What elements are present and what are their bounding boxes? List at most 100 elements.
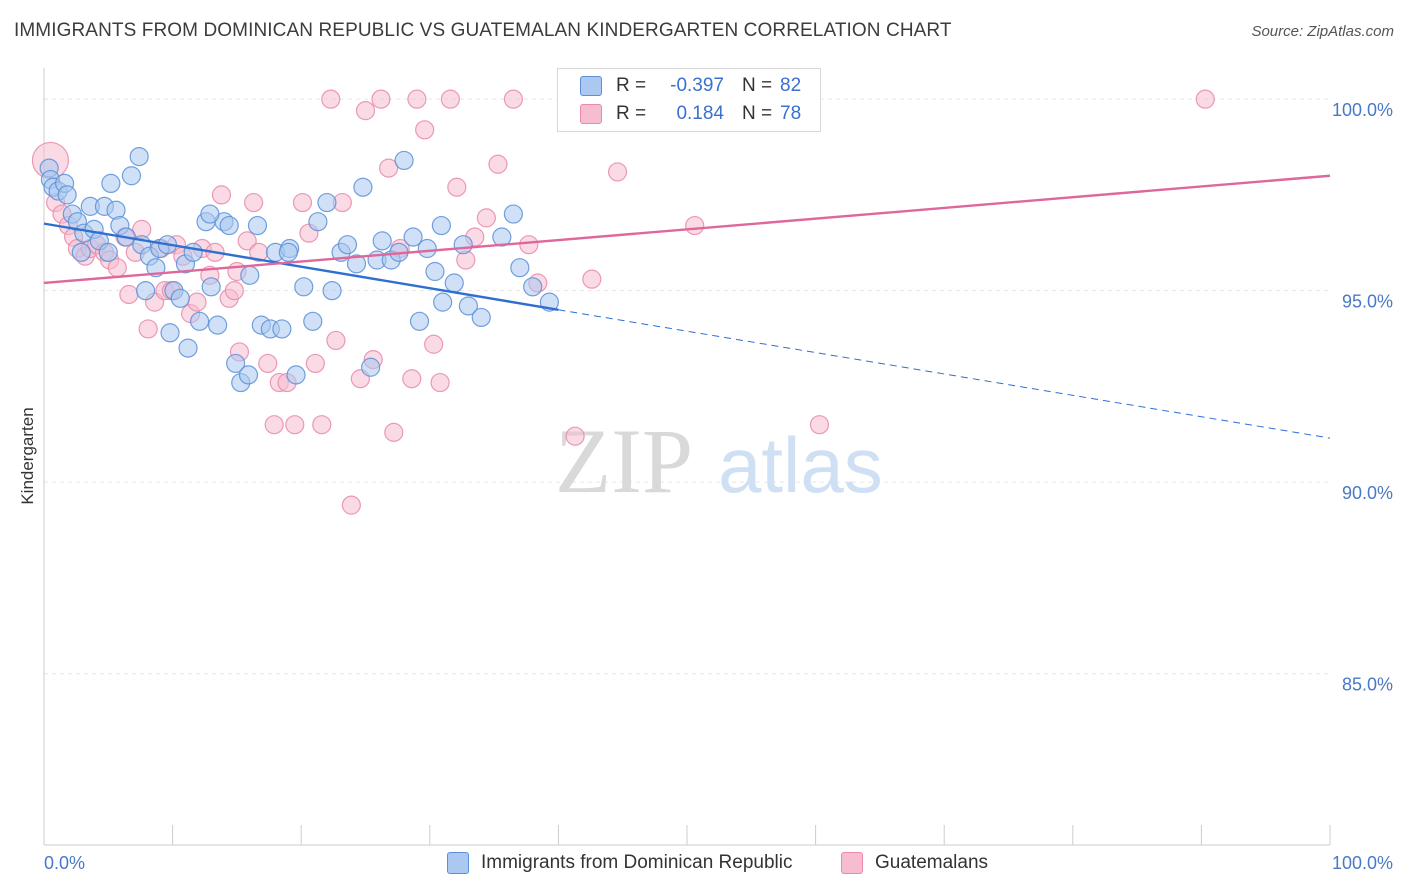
y-tick-label: 85.0%	[1342, 675, 1393, 695]
point-dominican	[121, 166, 142, 186]
correlation-legend: R = -0.397 N = 82 R = 0.184 N = 78	[557, 68, 821, 132]
legend-n-value: 78	[780, 103, 802, 124]
point-guatemalan	[119, 284, 139, 305]
series-swatch-pink	[841, 852, 863, 874]
point-dominican	[372, 231, 392, 251]
series-swatch-blue	[447, 852, 469, 874]
series-label-dominican: Immigrants from Dominican Republic	[481, 852, 793, 873]
point-dominican	[101, 173, 121, 194]
point-dominican	[510, 258, 530, 278]
point-guatemalan	[187, 292, 207, 312]
point-dominican	[492, 227, 512, 247]
point-guatemalan	[258, 353, 278, 374]
point-dominican	[337, 235, 358, 255]
point-dominican	[247, 215, 268, 236]
point-guatemalan	[407, 89, 427, 109]
point-guatemalan	[519, 235, 539, 255]
point-dominican	[346, 254, 367, 274]
point-dominican	[272, 319, 292, 339]
series-legend: Immigrants from Dominican Republic Guate…	[0, 852, 1406, 878]
point-guatemalan	[582, 269, 602, 289]
trendline-dominican-extension	[558, 309, 1331, 439]
point-dominican	[71, 242, 91, 262]
point-dominican	[286, 365, 306, 385]
point-dominican	[458, 296, 478, 316]
point-guatemalan	[312, 415, 332, 435]
point-dominican	[403, 227, 423, 247]
point-guatemalan	[384, 422, 404, 442]
point-dominican	[417, 238, 437, 259]
point-guatemalan	[371, 89, 391, 109]
point-dominican	[431, 215, 451, 236]
point-dominican	[294, 277, 314, 297]
point-guatemalan	[355, 101, 376, 121]
x-tick-label: 0.0%	[44, 853, 85, 873]
point-guatemalan	[211, 185, 232, 205]
point-guatemalan	[685, 215, 705, 236]
point-dominican	[425, 261, 445, 282]
axes	[43, 68, 1331, 846]
point-guatemalan	[565, 426, 585, 446]
series-label-guatemalan: Guatemalans	[875, 852, 989, 873]
point-dominican	[361, 357, 381, 377]
y-tick-label: 90.0%	[1342, 483, 1393, 503]
legend-n-label: N =	[742, 75, 773, 96]
point-dominican	[226, 353, 246, 374]
point-dominican	[170, 288, 190, 308]
point-dominican	[444, 273, 464, 293]
legend-n-label: N =	[742, 103, 773, 124]
point-guatemalan	[224, 281, 244, 301]
point-guatemalan	[341, 495, 361, 515]
point-guatemalan	[379, 158, 399, 178]
point-dominican	[190, 311, 210, 331]
point-dominican	[208, 315, 228, 335]
point-dominican	[322, 281, 342, 301]
series-legend-guatemalan: Guatemalans	[841, 852, 988, 874]
trendline-guatemalan	[43, 174, 1331, 285]
point-guatemalan	[476, 208, 496, 228]
y-tick-label: 100.0%	[1332, 100, 1393, 120]
point-dominican	[433, 292, 453, 312]
point-dominican	[238, 365, 259, 385]
legend-r-label: R =	[616, 75, 647, 96]
x-tick-label: 100.0%	[1332, 853, 1393, 873]
y-tick-label: 95.0%	[1342, 292, 1393, 312]
point-guatemalan	[424, 334, 444, 354]
point-guatemalan	[292, 192, 313, 213]
point-dominican	[453, 235, 473, 255]
point-guatemalan	[488, 154, 508, 174]
point-dominican	[394, 150, 414, 171]
legend-row-dominican: R = -0.397 N = 82	[580, 73, 801, 99]
point-guatemalan	[415, 120, 435, 140]
trendline-dominican	[43, 222, 559, 311]
point-guatemalan	[264, 415, 284, 435]
tick-labels: 85.0% 90.0% 95.0% 100.0% 0.0% 100.0%	[44, 100, 1393, 873]
point-guatemalan	[326, 330, 346, 351]
legend-swatch-blue	[580, 76, 602, 96]
point-dominican	[200, 204, 220, 224]
legend-swatch-pink	[580, 104, 602, 124]
point-dominican	[523, 277, 543, 297]
point-dominican	[178, 338, 198, 358]
point-guatemalan	[244, 192, 264, 213]
chart-title: IMMIGRANTS FROM DOMINICAN REPUBLIC VS GU…	[14, 20, 952, 41]
point-dominican	[278, 242, 298, 262]
point-dominican	[201, 277, 221, 297]
point-guatemalan	[285, 415, 305, 435]
point-dominican	[353, 177, 373, 197]
point-dominican	[135, 281, 156, 301]
legend-r-value: -0.397	[670, 75, 724, 96]
point-guatemalan	[440, 89, 460, 109]
source-credit: Source: ZipAtlas.com	[1251, 23, 1394, 40]
watermark-zip: ZIP	[555, 410, 693, 512]
point-guatemalan	[402, 369, 422, 389]
point-dominican	[303, 311, 323, 331]
series-legend-dominican: Immigrants from Dominican Republic	[447, 852, 793, 874]
point-guatemalan	[809, 415, 830, 435]
point-dominican	[219, 215, 239, 236]
legend-n-value: 82	[780, 75, 802, 96]
legend-row-guatemalan: R = 0.184 N = 78	[580, 101, 801, 127]
point-dominican	[308, 212, 328, 232]
point-guatemalan	[138, 319, 158, 339]
point-guatemalan	[430, 372, 450, 393]
